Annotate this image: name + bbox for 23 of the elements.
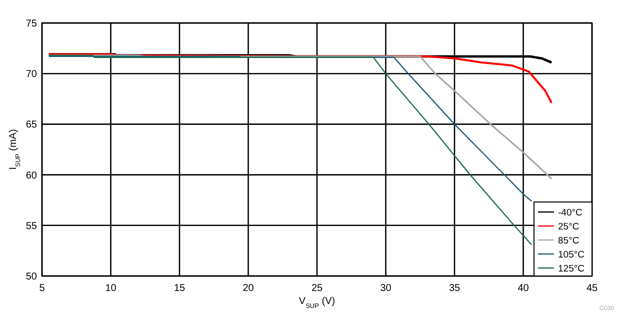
x-tick-label: 10: [105, 283, 117, 294]
line-series: [48, 54, 532, 246]
y-tick-label: 75: [26, 18, 38, 30]
y-tick-label: 60: [26, 170, 38, 182]
y-tick-label: 50: [26, 272, 38, 282]
x-tick-label: 20: [242, 283, 254, 294]
x-axis-title: V$_{SUP}$ (V): [298, 296, 336, 310]
y-tick-label: 55: [26, 220, 38, 232]
x-tick-label: 25: [311, 283, 323, 294]
legend-label: 25°C: [558, 222, 580, 232]
legend-label: -40°C: [558, 208, 583, 218]
x-tick-label: 5: [39, 283, 46, 294]
y-tick-label: 70: [26, 69, 38, 80]
legend-label: 125°C: [558, 264, 585, 274]
legend-label: 105°C: [558, 250, 585, 260]
x-tick-label: 15: [174, 283, 186, 294]
x-tick-label: 40: [518, 283, 530, 294]
x-tick-label: 30: [380, 283, 392, 294]
x-tick-label: 45: [586, 283, 598, 294]
legend-label: 85°C: [558, 236, 580, 246]
y-tick-label: 65: [26, 120, 38, 131]
x-tick-label: 35: [448, 283, 460, 294]
line-series: [48, 54, 552, 180]
